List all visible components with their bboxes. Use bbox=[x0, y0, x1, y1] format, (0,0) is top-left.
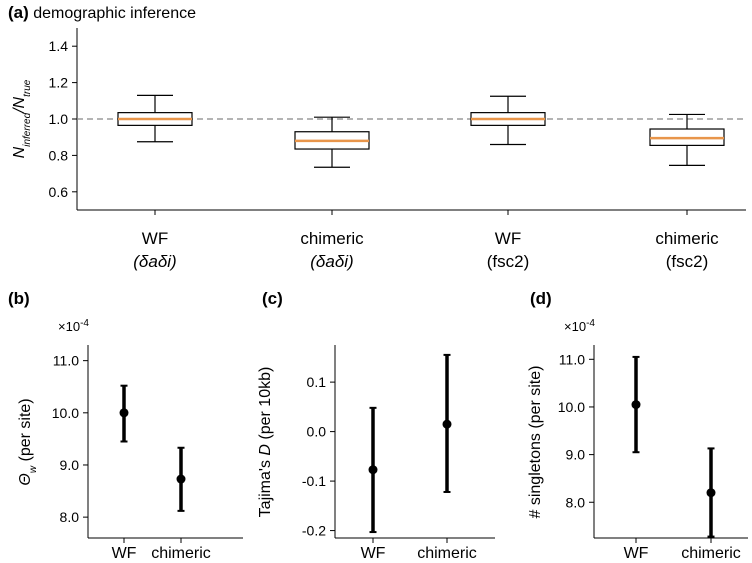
xtick-label-a-line1: WF bbox=[495, 229, 521, 248]
data-point bbox=[119, 408, 129, 418]
xtick-label-a-line1: chimeric bbox=[300, 229, 364, 248]
box-3 bbox=[470, 95, 546, 146]
errorbar-c-2 bbox=[442, 353, 452, 493]
errorbar-d-1 bbox=[631, 355, 641, 454]
ylabel-b-post: (per site) bbox=[17, 398, 34, 466]
data-point bbox=[706, 488, 716, 498]
ylabel-b-sub: w bbox=[28, 465, 39, 473]
ytick-label-c: 0.1 bbox=[307, 374, 327, 390]
panel-a: (a) demographic inference 0.6 0.8 1.0 1.2 1.4… bbox=[8, 3, 746, 271]
ytick-label-a: 1.4 bbox=[49, 38, 69, 54]
ylabel-a-main: N bbox=[11, 146, 28, 158]
ylabel-b-pre: Θ bbox=[17, 473, 34, 485]
xtick-label-d: WF bbox=[624, 545, 649, 562]
box-4 bbox=[649, 113, 725, 167]
panel-label-a-text: (a) bbox=[8, 3, 29, 22]
ytick-label-d: 9.0 bbox=[566, 447, 586, 463]
multiplier-d: ×10-4 bbox=[564, 318, 595, 335]
errorbar-b-2 bbox=[176, 446, 186, 512]
data-point bbox=[631, 400, 641, 410]
panel-label-d: (d) bbox=[530, 289, 552, 308]
ylabel-a-slash: /N bbox=[11, 96, 28, 113]
panel-b: (b) 8.0 9.0 10.0 11.0 ×10-4 Θw (per site) WF chi… bbox=[8, 289, 243, 562]
box-2 bbox=[294, 116, 370, 168]
multiplier-b-base: ×10 bbox=[58, 319, 80, 334]
multiplier-d-base: ×10 bbox=[564, 319, 586, 334]
ylabel-a: Ninferred/Ntrue bbox=[11, 79, 33, 158]
ylabel-c-pre: Tajima's bbox=[257, 456, 274, 518]
panel-label-b: (b) bbox=[8, 289, 30, 308]
panel-d: (d) 8.0 9.0 10.0 11.0 ×10-4 # singletons (per … bbox=[527, 289, 748, 562]
ytick-label-c: -0.2 bbox=[302, 523, 326, 539]
xtick-label-a-line1: chimeric bbox=[655, 229, 719, 248]
panel-title-a: demographic inference bbox=[29, 5, 196, 22]
ytick-label-a: 0.8 bbox=[49, 147, 69, 163]
panel-label-a: (a) demographic inference bbox=[8, 3, 196, 22]
ylabel-d-text: # singletons (per site) bbox=[527, 366, 544, 519]
panel-label-c: (c) bbox=[262, 289, 283, 308]
data-point bbox=[442, 419, 452, 429]
ytick-label-a: 1.0 bbox=[49, 111, 69, 127]
panel-c: (c) -0.2 -0.1 0.0 0.1 Tajima's D (per 10kb) WF… bbox=[257, 289, 495, 562]
ytick-label-d: 8.0 bbox=[566, 494, 586, 510]
errorbar-d-2 bbox=[706, 447, 716, 538]
xtick-label-a-line2: (δaδi) bbox=[310, 252, 353, 271]
errorbar-c-1 bbox=[368, 406, 378, 534]
ytick-label-c: -0.1 bbox=[302, 473, 326, 489]
data-point bbox=[368, 465, 378, 475]
xtick-label-c: WF bbox=[361, 545, 386, 562]
multiplier-d-exp: -4 bbox=[586, 318, 595, 329]
ytick-label-a: 1.2 bbox=[49, 75, 69, 91]
multiplier-b-exp: -4 bbox=[80, 318, 89, 329]
errorbar-b-1 bbox=[119, 384, 129, 443]
xtick-label-b: chimeric bbox=[151, 545, 211, 562]
ytick-label-d: 11.0 bbox=[559, 351, 585, 367]
xtick-label-a-line2: (fsc2) bbox=[666, 252, 709, 271]
ylabel-c-post: (per 10kb) bbox=[257, 367, 274, 444]
xtick-label-c: chimeric bbox=[417, 545, 477, 562]
ytick-label-d: 10.0 bbox=[558, 399, 585, 415]
ytick-label-b: 11.0 bbox=[53, 353, 79, 369]
xtick-label-a-line1: WF bbox=[142, 229, 168, 248]
xtick-label-a-line2: (fsc2) bbox=[487, 252, 530, 271]
ytick-label-b: 9.0 bbox=[60, 457, 80, 473]
ylabel-c: Tajima's D (per 10kb) bbox=[257, 367, 274, 518]
ytick-label-c: 0.0 bbox=[307, 424, 327, 440]
xtick-label-b: WF bbox=[112, 545, 137, 562]
data-point bbox=[176, 474, 186, 484]
ylabel-a-sub2: true bbox=[22, 79, 33, 97]
xtick-label-d: chimeric bbox=[681, 545, 741, 562]
ytick-label-b: 10.0 bbox=[52, 405, 79, 421]
xtick-label-a-line2: (δaδi) bbox=[133, 252, 176, 271]
multiplier-b: ×10-4 bbox=[58, 318, 89, 335]
ylabel-a-sub1: inferred bbox=[22, 112, 33, 146]
ylabel-b: Θw (per site) bbox=[17, 398, 39, 485]
box-1 bbox=[117, 94, 193, 143]
ytick-label-b: 8.0 bbox=[60, 509, 80, 525]
ylabel-d: # singletons (per site) bbox=[527, 366, 544, 519]
ytick-label-a: 0.6 bbox=[49, 184, 69, 200]
ylabel-c-italic: D bbox=[257, 444, 274, 456]
